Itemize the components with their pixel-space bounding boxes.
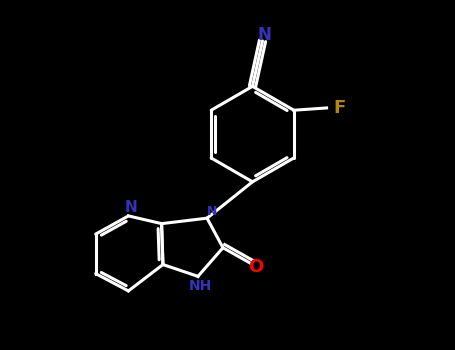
Text: F: F: [334, 99, 346, 117]
Text: N: N: [258, 27, 272, 44]
Text: O: O: [248, 258, 263, 276]
Text: N: N: [207, 205, 217, 218]
Text: N: N: [124, 200, 137, 215]
Text: NH: NH: [189, 279, 212, 293]
